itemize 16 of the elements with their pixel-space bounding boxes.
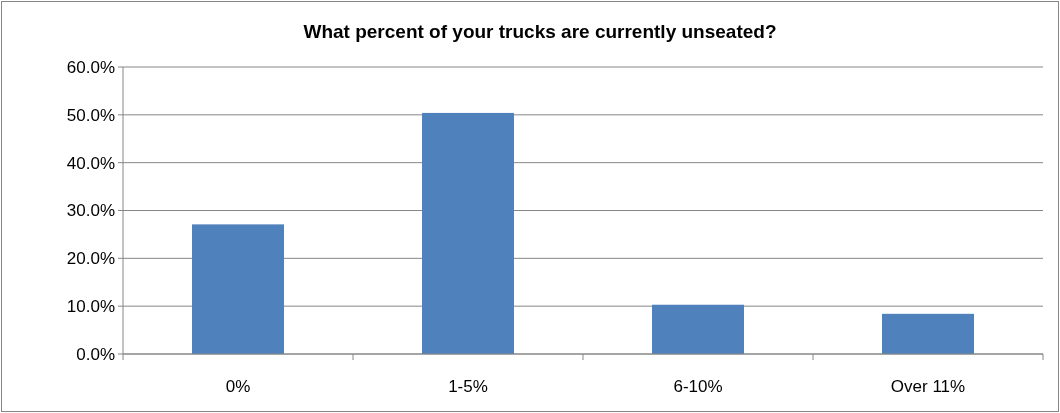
x-tick-label: Over 11% [890, 377, 966, 396]
bar [652, 304, 744, 354]
bar [882, 313, 974, 354]
bar [422, 112, 514, 354]
y-tick-label: 50.0% [66, 105, 115, 125]
chart-title: What percent of your trucks are currently unseated? [303, 21, 777, 42]
y-tick-label: 10.0% [66, 297, 115, 317]
y-tick-label: 0.0% [76, 344, 115, 364]
y-tick-label: 30.0% [66, 201, 115, 221]
y-tick-label: 40.0% [66, 153, 115, 173]
x-tick-label: 6-10% [673, 377, 723, 396]
bar [192, 224, 284, 354]
y-tick-label: 20.0% [66, 249, 115, 269]
x-tick-label: 0% [225, 377, 251, 396]
y-tick-label: 60.0% [66, 57, 115, 77]
x-tick-label: 1-5% [448, 377, 488, 396]
